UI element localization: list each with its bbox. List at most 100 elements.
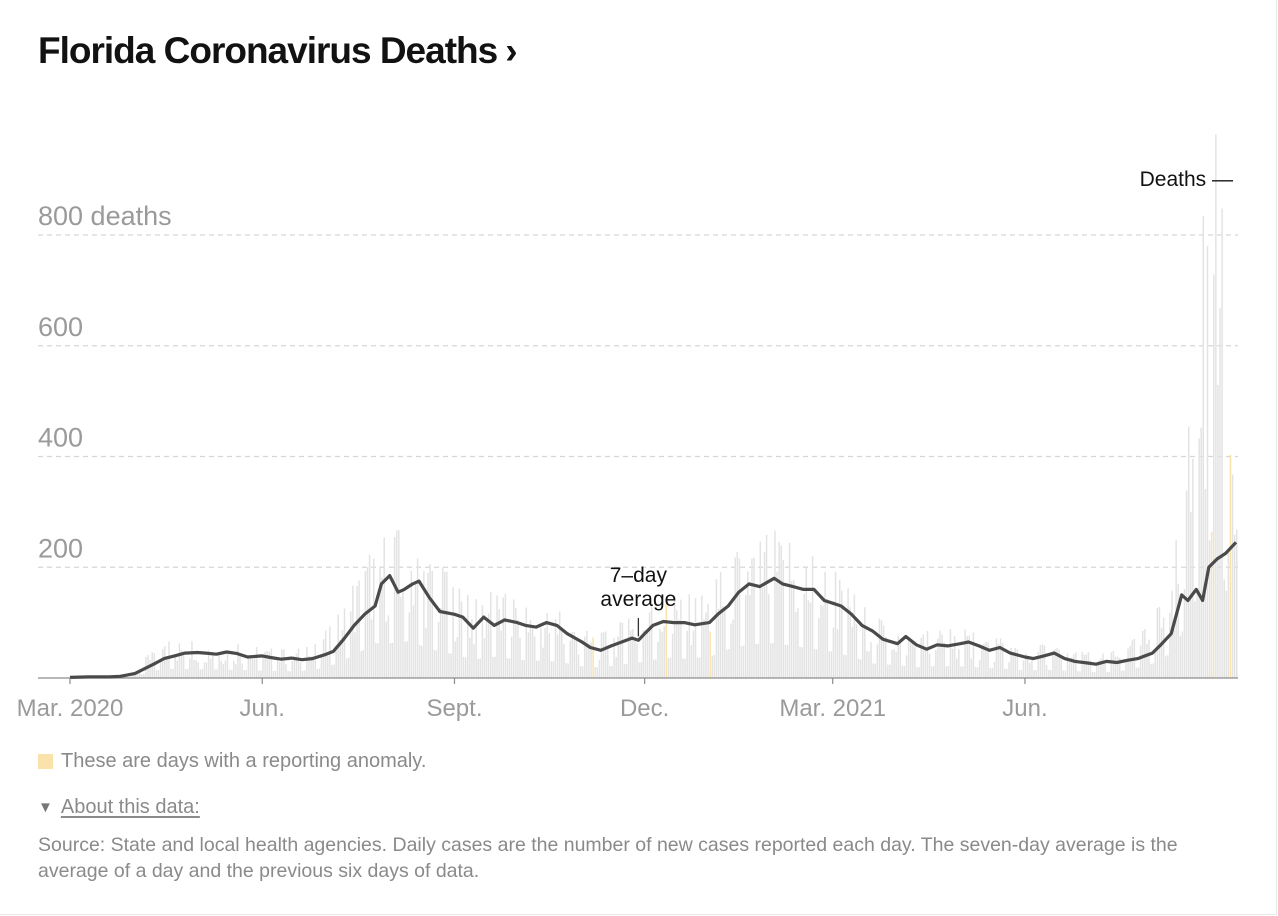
daily-bar xyxy=(561,627,563,678)
daily-bar xyxy=(939,630,941,678)
daily-bar xyxy=(678,619,680,678)
daily-bar xyxy=(604,631,607,678)
daily-bar xyxy=(634,637,636,678)
daily-bar xyxy=(483,638,486,678)
daily-bar xyxy=(966,635,968,678)
daily-bar xyxy=(690,645,693,678)
daily-bar xyxy=(1181,631,1184,678)
daily-bar xyxy=(1202,216,1205,678)
daily-bar xyxy=(1083,654,1085,678)
daily-bar xyxy=(1223,579,1225,678)
daily-bar xyxy=(531,626,534,678)
daily-bar xyxy=(1137,667,1140,678)
daily-bar xyxy=(1070,657,1073,678)
daily-bar xyxy=(174,655,176,678)
daily-bar xyxy=(1008,662,1010,678)
daily-bar xyxy=(425,628,427,678)
daily-bar xyxy=(1093,671,1096,678)
daily-bar xyxy=(577,654,580,678)
daily-bar xyxy=(1123,670,1125,678)
daily-bar xyxy=(663,626,665,678)
daily-bar xyxy=(496,595,498,678)
daily-bar xyxy=(513,599,515,678)
daily-bar xyxy=(381,577,383,678)
daily-bar xyxy=(281,649,283,678)
daily-bar xyxy=(435,650,438,678)
daily-bar xyxy=(937,638,939,678)
daily-bar xyxy=(738,558,741,678)
daily-bar xyxy=(765,534,768,678)
daily-bar xyxy=(598,659,601,678)
daily-bar xyxy=(253,656,256,678)
daily-bar xyxy=(847,588,849,678)
daily-bar xyxy=(661,631,663,678)
daily-bar xyxy=(406,641,408,678)
daily-bar xyxy=(538,660,540,678)
daily-bar xyxy=(897,635,899,678)
daily-bar xyxy=(584,636,586,678)
daily-bar xyxy=(861,626,864,678)
daily-bar xyxy=(747,571,749,678)
daily-bar xyxy=(790,581,793,678)
daily-bar xyxy=(187,669,189,678)
daily-bar xyxy=(193,659,195,678)
page-title[interactable]: Florida Coronavirus Deaths › xyxy=(38,30,518,72)
daily-bar xyxy=(189,658,191,678)
daily-bar xyxy=(646,631,649,678)
daily-bar xyxy=(1045,665,1048,678)
daily-bar xyxy=(918,667,920,678)
daily-bar xyxy=(1091,671,1094,678)
daily-bar xyxy=(602,632,605,678)
about-data-toggle[interactable]: ▼ About this data: xyxy=(38,796,200,819)
daily-bar xyxy=(1075,652,1077,678)
daily-bar xyxy=(815,649,818,678)
daily-bar xyxy=(1037,651,1039,678)
daily-bar xyxy=(793,580,795,678)
daily-bar xyxy=(454,641,456,678)
daily-bar xyxy=(874,663,876,678)
daily-bar xyxy=(575,640,578,678)
about-data-link[interactable]: About this data: xyxy=(60,796,200,818)
daily-bar xyxy=(395,530,398,678)
daily-bar xyxy=(372,558,375,678)
daily-bar xyxy=(500,630,502,678)
daily-bar xyxy=(797,608,799,678)
daily-bar xyxy=(1064,670,1067,678)
daily-bar xyxy=(164,646,166,678)
daily-bar xyxy=(456,637,459,678)
daily-bar xyxy=(579,665,582,678)
daily-bar xyxy=(964,629,966,678)
daily-bar xyxy=(400,596,402,678)
annotation-seven-day-label: average xyxy=(600,588,676,611)
daily-bar xyxy=(255,647,258,678)
daily-bar xyxy=(686,630,688,678)
daily-bar xyxy=(778,541,780,678)
y-tick-label: 800 deaths xyxy=(38,201,172,231)
daily-bar xyxy=(719,571,722,678)
daily-bar xyxy=(780,545,782,678)
daily-bar xyxy=(786,645,789,678)
daily-bar xyxy=(1056,648,1058,678)
daily-bar xyxy=(962,666,964,678)
daily-bar xyxy=(761,587,764,678)
daily-bar xyxy=(527,632,530,678)
daily-bar xyxy=(521,659,523,678)
daily-bar xyxy=(586,630,588,678)
daily-bar xyxy=(1215,134,1217,678)
daily-bar xyxy=(872,663,874,678)
daily-bar xyxy=(130,674,133,678)
daily-bar xyxy=(744,594,747,678)
daily-bar xyxy=(876,644,879,678)
daily-bar xyxy=(402,588,404,678)
daily-bar xyxy=(1098,660,1100,678)
daily-bar xyxy=(784,644,787,678)
daily-bar xyxy=(201,669,204,678)
daily-bar xyxy=(423,571,425,678)
daily-bar xyxy=(1106,672,1108,678)
daily-bar xyxy=(698,657,701,678)
daily-bar xyxy=(364,571,367,678)
daily-bar xyxy=(928,653,931,678)
daily-bar xyxy=(1118,657,1121,678)
x-tick-label: Dec. xyxy=(620,695,669,722)
daily-bar xyxy=(795,612,797,678)
